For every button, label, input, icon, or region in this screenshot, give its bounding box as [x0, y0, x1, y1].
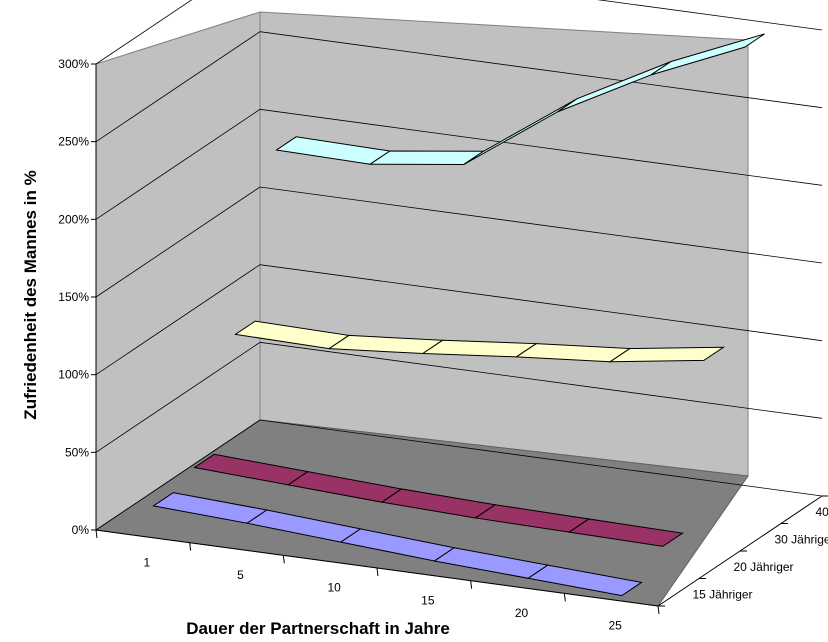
x-tick-mark	[657, 605, 660, 615]
series-ribbon	[275, 33, 765, 165]
axes	[91, 63, 828, 615]
y-tick-label: 300%	[58, 57, 89, 71]
series-ribbon	[234, 320, 726, 363]
grid-line	[95, 31, 823, 142]
back-wall	[259, 11, 749, 477]
ribbon-segment	[567, 518, 684, 547]
y-tick-label: 150%	[58, 290, 89, 304]
y-tick-label: 200%	[58, 212, 89, 226]
x-tick-mark	[95, 529, 98, 539]
grid-line	[95, 108, 823, 220]
x-tick-mark	[376, 567, 379, 577]
x-tick-label: 15	[421, 593, 435, 607]
series-ribbons	[152, 33, 765, 597]
series-ribbon	[152, 492, 643, 597]
ribbon-segment	[608, 346, 726, 363]
grid-line	[95, 264, 823, 375]
grid-line	[95, 341, 823, 453]
grid-line	[95, 186, 823, 298]
series-ribbon	[193, 453, 684, 547]
x-tick-mark	[563, 593, 566, 602]
x-tick-mark	[470, 580, 473, 589]
x-tick-label: 5	[237, 568, 244, 582]
y-tick-label: 250%	[58, 135, 89, 149]
y-tick-label: 100%	[58, 368, 89, 382]
x-tick-mark	[282, 555, 285, 564]
y-axis-title: Zufriedenheit des Mannes in %	[21, 170, 40, 419]
y-tick-label: 50%	[65, 445, 89, 459]
ribbon-segment	[526, 564, 643, 597]
x-tick-label: 20	[515, 606, 529, 620]
series-label: 30 Jähriger	[775, 532, 828, 546]
series-label: 40 Jähriger	[816, 505, 828, 519]
ribbon-segment	[421, 339, 538, 358]
grid-lines	[95, 0, 823, 531]
grid-line	[95, 0, 823, 65]
x-tick-label: 25	[608, 619, 622, 633]
x-tick-label: 1	[143, 555, 150, 569]
x-tick-mark	[189, 542, 192, 551]
series-label: 20 Jähriger	[734, 560, 794, 574]
grid-line	[95, 419, 823, 531]
x-tick-label: 10	[327, 581, 341, 595]
x-axis-title: Dauer der Partnerschaft in Jahre	[186, 619, 450, 638]
ribbon-segment	[650, 33, 765, 76]
series-label: 15 Jähriger	[693, 587, 753, 601]
y-tick-label: 0%	[72, 523, 90, 537]
